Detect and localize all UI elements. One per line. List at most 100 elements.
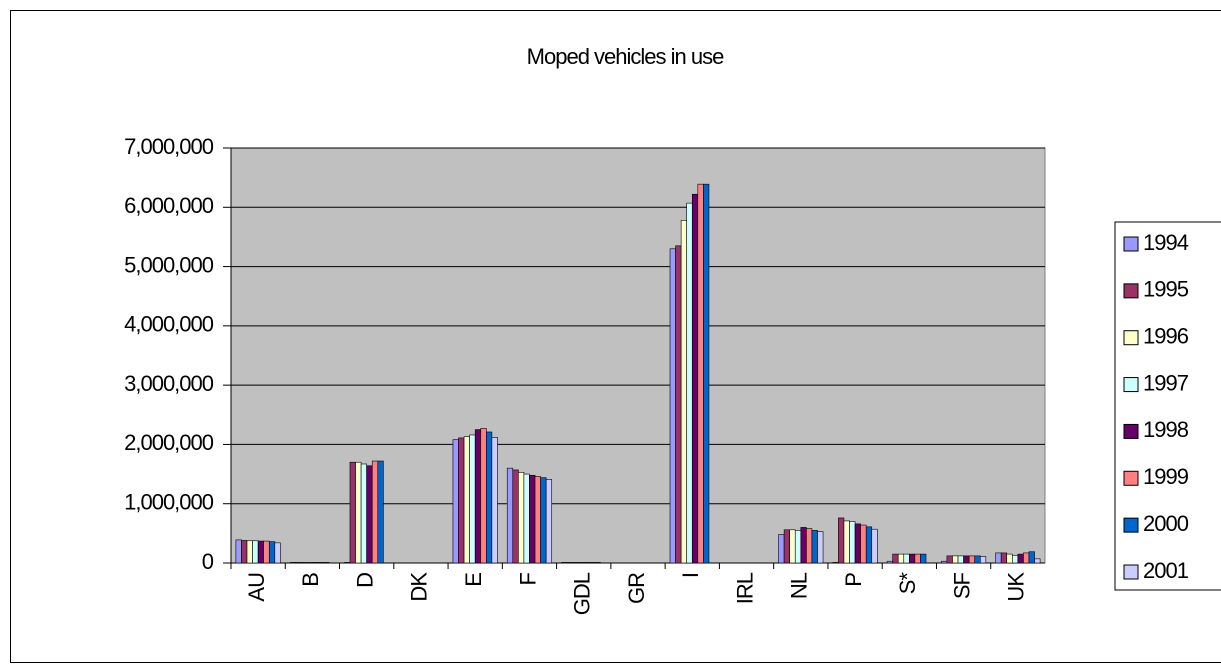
bar xyxy=(572,562,579,564)
bar xyxy=(274,542,281,564)
bar xyxy=(540,477,547,564)
bar xyxy=(974,555,981,564)
x-tick-label: SF xyxy=(949,572,974,599)
bar xyxy=(1023,552,1030,564)
x-tick-label: F xyxy=(515,572,540,585)
bar xyxy=(377,460,384,564)
bar xyxy=(366,465,373,564)
legend-label: 1997 xyxy=(1143,370,1189,395)
x-tick-label: S* xyxy=(895,572,920,595)
bar xyxy=(669,248,676,564)
chart-title: Moped vehicles in use xyxy=(527,44,724,69)
bar xyxy=(957,555,964,564)
bar xyxy=(235,539,242,564)
bar xyxy=(306,562,313,564)
x-tick-label: UK xyxy=(1004,572,1029,602)
x-tick-label: E xyxy=(461,573,486,587)
bar xyxy=(946,555,953,564)
bar xyxy=(871,528,878,564)
bar xyxy=(512,469,519,564)
bar xyxy=(300,562,308,564)
legend-swatch xyxy=(1123,236,1139,252)
y-tick-label: 4,000,000 xyxy=(124,312,214,337)
bar xyxy=(523,473,530,564)
bar xyxy=(323,562,330,564)
bar xyxy=(909,553,916,564)
bar xyxy=(778,534,785,564)
bar xyxy=(506,467,514,564)
bar xyxy=(317,562,324,564)
x-tick-label: NL xyxy=(787,572,812,599)
bar xyxy=(474,429,482,564)
x-tick-label: GDL xyxy=(570,572,595,615)
bar xyxy=(680,220,688,564)
bar xyxy=(1028,551,1035,564)
bar xyxy=(800,527,807,564)
bar xyxy=(268,541,276,564)
bar xyxy=(295,562,302,564)
bar xyxy=(263,540,270,564)
bar xyxy=(594,562,601,564)
x-tick-label: IRL xyxy=(732,572,757,604)
legend-swatch xyxy=(1123,564,1139,580)
bar xyxy=(952,555,959,564)
bar xyxy=(843,520,850,564)
legend-label: 1998 xyxy=(1143,417,1189,442)
bar xyxy=(806,528,813,564)
legend-label: 1994 xyxy=(1143,230,1189,255)
bar xyxy=(1012,554,1019,564)
bar xyxy=(545,479,553,564)
bar xyxy=(349,461,356,564)
bar xyxy=(458,437,465,564)
x-tick-label: DK xyxy=(407,572,432,602)
legend-swatch xyxy=(1123,470,1139,486)
legend-swatch xyxy=(1123,423,1139,439)
x-tick-label: B xyxy=(298,573,323,587)
bar xyxy=(686,202,693,564)
bar xyxy=(865,526,873,564)
x-tick-label: D xyxy=(352,573,377,588)
bar xyxy=(968,555,976,564)
y-tick-label: 6,000,000 xyxy=(124,193,214,218)
x-tick-label: GR xyxy=(624,573,649,604)
bar xyxy=(860,524,867,564)
legend-label: 1996 xyxy=(1143,324,1189,349)
bar xyxy=(703,183,710,564)
y-tick-label: 5,000,000 xyxy=(124,252,214,277)
y-tick-label: 3,000,000 xyxy=(124,371,214,396)
bar xyxy=(491,437,498,564)
bar xyxy=(832,562,839,564)
bar xyxy=(529,474,536,564)
bar xyxy=(583,562,590,564)
bar xyxy=(789,529,796,564)
bar xyxy=(289,562,297,564)
bar xyxy=(849,521,856,564)
bar xyxy=(561,562,568,564)
bar xyxy=(794,530,802,564)
bar xyxy=(675,245,682,564)
bar xyxy=(469,434,476,564)
bar xyxy=(246,540,253,564)
y-tick-label: 1,000,000 xyxy=(124,490,214,515)
bar xyxy=(941,560,948,564)
bar xyxy=(588,562,596,564)
bar xyxy=(355,461,362,564)
bar xyxy=(1006,553,1013,564)
bar xyxy=(691,193,699,564)
legend-label: 1999 xyxy=(1143,464,1189,489)
x-tick-label: I xyxy=(678,573,703,578)
bar xyxy=(486,431,493,564)
bar xyxy=(817,531,824,564)
bar xyxy=(566,562,573,564)
x-tick-label: AU xyxy=(244,573,269,602)
bar xyxy=(811,530,818,564)
bar xyxy=(697,183,704,564)
bar xyxy=(886,560,893,564)
bar xyxy=(518,471,525,564)
bar xyxy=(1017,553,1024,564)
bar xyxy=(534,476,541,564)
bar xyxy=(577,562,585,564)
y-tick-label: 7,000,000 xyxy=(124,134,214,159)
bar xyxy=(979,556,987,564)
legend-swatch xyxy=(1123,377,1139,393)
